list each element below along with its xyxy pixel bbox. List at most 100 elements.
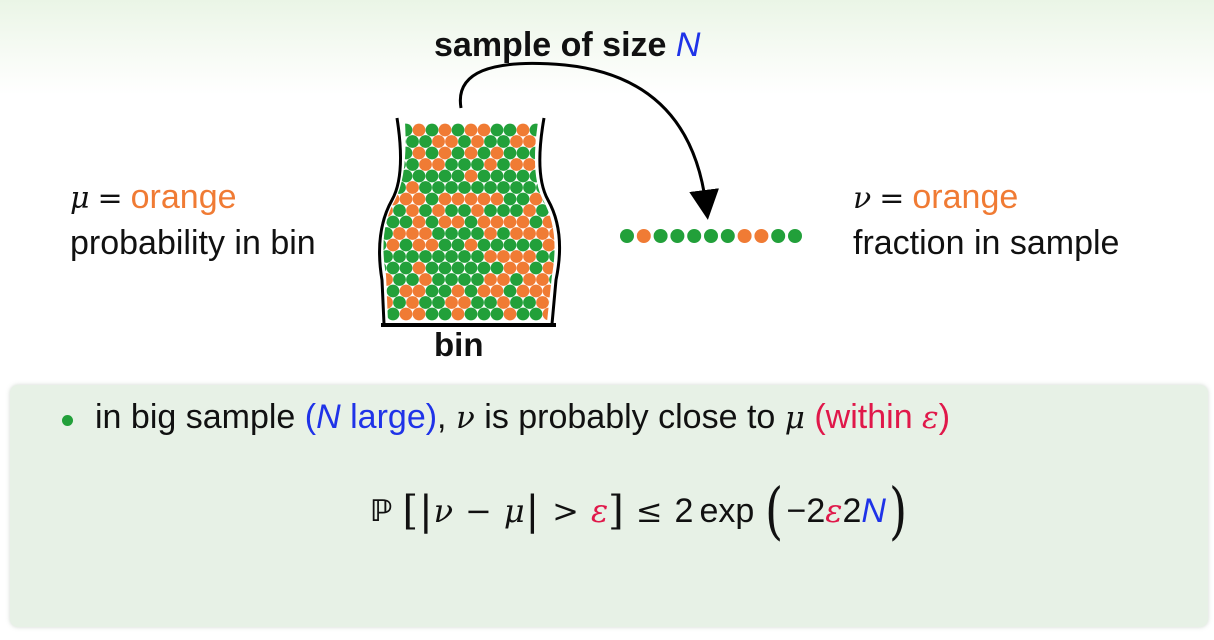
bin-marble	[425, 192, 439, 206]
bin-marble	[542, 146, 555, 160]
bin-marble	[510, 158, 523, 171]
bin-marble	[497, 204, 510, 217]
bin-marble	[425, 123, 439, 137]
bin-marble	[451, 261, 465, 275]
bin-marble	[523, 273, 536, 286]
bin-marble	[542, 238, 555, 252]
bin-marble	[432, 227, 445, 240]
bin-marble	[477, 146, 491, 160]
bin-marble	[549, 227, 555, 240]
bin-marble	[399, 169, 413, 183]
formula-minus: −	[465, 492, 492, 530]
bin-marble	[471, 135, 484, 148]
bin-marble	[458, 273, 471, 286]
bin-marble	[556, 308, 569, 321]
bin-marble	[451, 192, 465, 206]
bin-marble	[464, 238, 478, 252]
bin-marble	[399, 261, 413, 275]
bin-marble	[523, 135, 536, 148]
bin-marble	[451, 123, 465, 137]
sample-marble	[636, 229, 651, 243]
bin-marble	[386, 261, 400, 275]
bin-marble	[464, 146, 478, 160]
bin-marble	[477, 215, 491, 229]
bin-marble	[393, 204, 406, 217]
bin-marble	[503, 215, 517, 229]
bin-marble	[383, 169, 387, 183]
bin-marble	[542, 123, 555, 137]
bullet-large: large)	[340, 398, 438, 436]
bin-marble	[412, 238, 426, 252]
sample-marble	[653, 229, 668, 243]
formula-lbrack: [	[402, 488, 419, 534]
bin-marble	[536, 250, 549, 263]
bin-marble	[490, 307, 504, 321]
bin-marble	[425, 307, 439, 321]
bin-marble	[503, 238, 517, 252]
bin-marble	[432, 135, 445, 148]
bin-marble	[510, 204, 523, 217]
bin-marble	[406, 273, 419, 286]
nu-equals: =	[879, 181, 905, 216]
title: sample of size N	[434, 26, 700, 65]
bin-marble	[503, 123, 517, 137]
bullet-paren-open: (	[304, 398, 317, 436]
bin-marble	[399, 215, 413, 229]
bin-marble	[445, 158, 458, 171]
sample-marble	[737, 229, 752, 243]
bin-marble	[406, 250, 419, 263]
bin-marble	[393, 227, 406, 240]
bullet-eps: ε	[922, 400, 939, 436]
bin-marble	[438, 192, 452, 206]
bin-marble	[471, 158, 484, 171]
bin-marble	[490, 238, 504, 252]
bin-marble	[477, 169, 491, 183]
sample-marble	[687, 229, 702, 243]
bullet-mu: μ	[784, 400, 805, 436]
bin-marble	[386, 284, 400, 298]
bin-marble	[536, 227, 549, 240]
bin-marble	[464, 192, 478, 206]
bin-marble	[529, 238, 543, 252]
bin-marble	[412, 307, 426, 321]
bin-marble	[393, 273, 406, 286]
sample-marbles	[620, 229, 802, 243]
bin-marble	[556, 193, 569, 206]
bin-outline-left	[378, 117, 403, 325]
bin-marble	[383, 146, 387, 160]
bin-marble	[458, 204, 471, 217]
bin-marble	[438, 307, 452, 321]
bin-marble	[549, 135, 555, 148]
bin-marble	[425, 169, 439, 183]
bin-marble	[523, 181, 536, 194]
bin-marble	[432, 181, 445, 194]
bin-marble	[490, 215, 504, 229]
bin-marble	[445, 273, 458, 286]
bin-marble	[510, 135, 523, 148]
bin-marble	[425, 284, 439, 298]
mu-value: orange	[130, 178, 237, 216]
bin-marble	[386, 215, 400, 229]
sample-marble	[704, 229, 718, 243]
formula-le: ≤	[635, 492, 663, 530]
bin-marble	[399, 238, 413, 252]
bin-marble	[484, 273, 497, 286]
bin-marble	[503, 261, 517, 275]
bin-marble	[451, 238, 465, 252]
bin-marble	[464, 215, 478, 229]
bin-marble	[451, 307, 465, 321]
sample-marble	[754, 229, 769, 243]
formula-abs-close: |	[525, 488, 540, 534]
mu-symbol: μ	[70, 181, 90, 216]
bullet-part1: in big sample	[95, 398, 305, 436]
bin-marble	[536, 158, 549, 171]
bin-marble	[458, 227, 471, 240]
bin-marble	[477, 261, 491, 275]
bin-marble	[516, 261, 530, 275]
bin-marble	[523, 204, 536, 217]
bin-marble	[451, 169, 465, 183]
bin-marble	[386, 238, 400, 252]
bin-marble	[516, 238, 530, 252]
formula-lparen: (	[765, 474, 784, 547]
